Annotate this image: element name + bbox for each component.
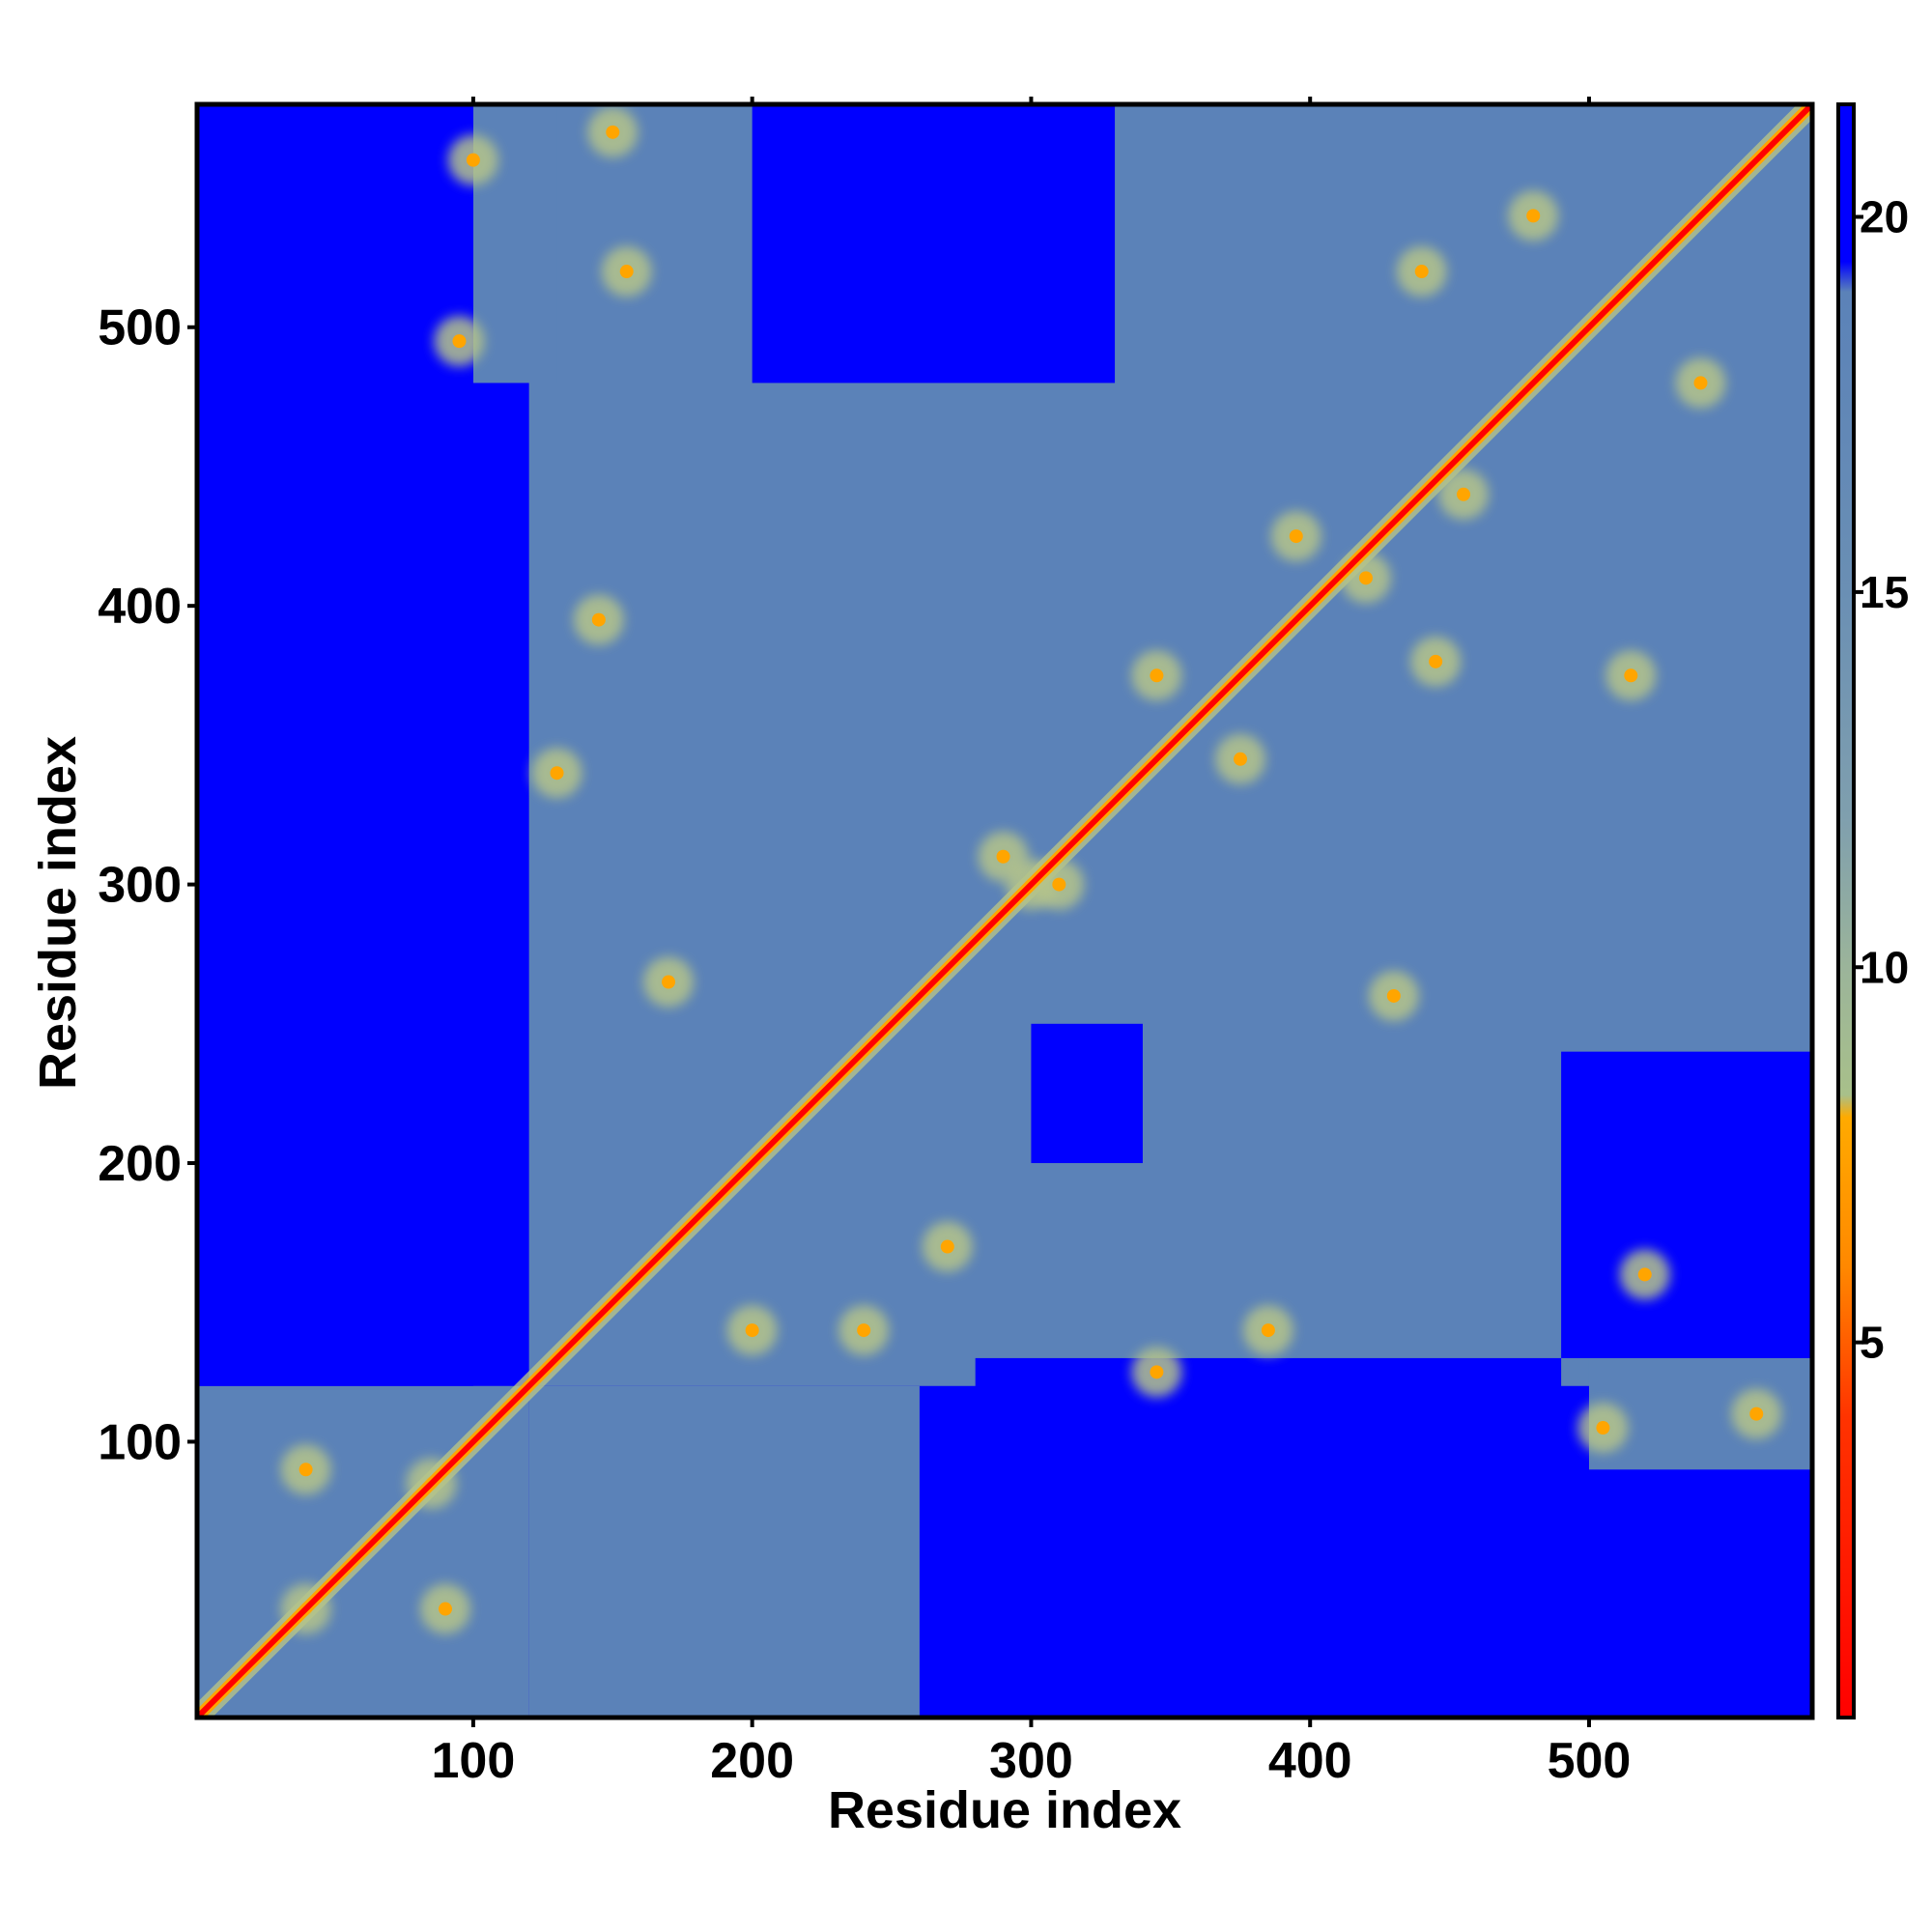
- contact-spot-9: [1131, 1347, 1182, 1398]
- contact-spot-15: [601, 246, 652, 298]
- contact-spot-21: [1131, 650, 1182, 701]
- contact-spot-26: [280, 1444, 331, 1495]
- contact-spot-32: [1438, 469, 1490, 520]
- contact-spot-16: [587, 106, 639, 157]
- x-axis: 100 200 300 400 500: [432, 97, 1632, 1789]
- y-tick-label-400: 400: [98, 579, 182, 635]
- void-region-3: [1031, 1023, 1143, 1164]
- contact-spot-28: [1605, 650, 1657, 701]
- contact-spot-29: [1410, 636, 1462, 687]
- contact-spot-25: [1242, 1305, 1293, 1356]
- void-region-4: [197, 104, 473, 1386]
- contact-spot-11: [1675, 357, 1726, 409]
- contact-spot-23: [838, 1305, 890, 1356]
- y-tick-label-200: 200: [98, 1136, 182, 1192]
- colorbar: [1836, 102, 1856, 1719]
- contact-spot-24: [1368, 970, 1419, 1021]
- contact-spot-8: [643, 956, 695, 1008]
- heatmap-contacts: [280, 106, 1782, 1634]
- contact-spot-7: [922, 1221, 973, 1272]
- x-axis-title: Residue index: [828, 1781, 1181, 1839]
- heatmap-plot-area: [197, 104, 1812, 1718]
- contact-spot-18: [1731, 1388, 1782, 1439]
- x-tick-label-500: 500: [1548, 1733, 1632, 1789]
- x-tick-label-300: 300: [989, 1733, 1073, 1789]
- void-region-0: [1561, 1051, 1812, 1358]
- contact-spot-10: [1396, 246, 1447, 298]
- contact-spot-4: [978, 831, 1029, 882]
- diagonal-core: [197, 104, 1812, 1718]
- colorbar-tick-label-20: 20: [1860, 192, 1909, 242]
- heatmap-voids: [197, 104, 1812, 1718]
- contact-spot-12: [1508, 190, 1559, 242]
- x-tick-label-200: 200: [710, 1733, 794, 1789]
- heatmap-diagonal: [197, 104, 1812, 1718]
- contact-spot-20: [1215, 733, 1266, 784]
- colorbar-tick-label-5: 5: [1860, 1318, 1885, 1368]
- y-tick-label-500: 500: [98, 300, 182, 356]
- contact-spot-13: [447, 134, 498, 185]
- colorbar-tick-label-10: 10: [1860, 942, 1909, 992]
- y-tick-label-100: 100: [98, 1414, 182, 1470]
- contact-spot-22: [726, 1305, 778, 1356]
- void-region-2: [752, 104, 1116, 384]
- y-tick-label-300: 300: [98, 858, 182, 914]
- contact-spot-27: [420, 1583, 471, 1634]
- void-region-1: [975, 1357, 1562, 1718]
- x-tick-label-400: 400: [1268, 1733, 1352, 1789]
- contact-spot-31: [1270, 511, 1321, 562]
- x-tick-label-100: 100: [432, 1733, 516, 1789]
- y-axis: 100 200 300 400 500: [98, 300, 197, 1470]
- y-axis-title: Residue index: [29, 736, 87, 1090]
- colorbar-ticks: 5 10 15 20: [1854, 192, 1909, 1368]
- contact-spot-14: [434, 316, 485, 367]
- contact-spot-6: [573, 594, 624, 645]
- domain-block-4: [528, 1385, 920, 1718]
- contact-spot-17: [1577, 1403, 1629, 1454]
- colorbar-tick-label-15: 15: [1860, 567, 1909, 617]
- contact-spot-5: [531, 748, 582, 799]
- plot-frame: [194, 101, 1815, 1720]
- contact-spot-19: [1619, 1249, 1670, 1300]
